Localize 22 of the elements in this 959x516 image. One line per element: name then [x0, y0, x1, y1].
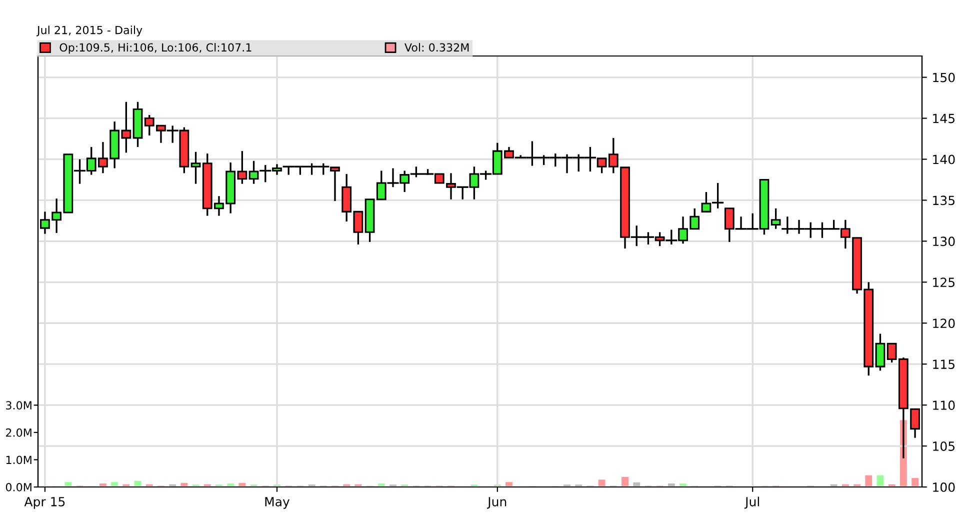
- y-tick-label: 100: [933, 482, 955, 492]
- y-tick-label: 130: [933, 236, 955, 246]
- x-tick-label: Apr 15: [24, 497, 65, 509]
- y2-tick-label: 3.0M: [6, 401, 32, 410]
- y2-tick-label: 0.0M: [6, 482, 32, 492]
- chart-subtitle: Jul 21, 2015 - Daily: [36, 26, 142, 36]
- legend-label: Vol: 0.332M: [404, 43, 469, 52]
- y-tick-label: 135: [933, 196, 954, 206]
- y-tick-label: 110: [933, 400, 955, 410]
- y-tick-label: 145: [933, 114, 954, 124]
- x-tick-label: Jul: [744, 496, 759, 509]
- y-tick-label: 115: [933, 360, 954, 370]
- y-tick-label: 140: [933, 154, 955, 164]
- y-tick-label: 150: [933, 72, 955, 82]
- y-tick-label: 125: [933, 278, 954, 288]
- y-tick-label: 120: [933, 318, 955, 328]
- legend-label: Op:109.5, Hi:106, Lo:106, Cl:107.1: [60, 43, 252, 54]
- x-tick-label: Jun: [486, 497, 506, 509]
- y2-tick-label: 2.0M: [6, 428, 32, 437]
- x-tick-label: May: [265, 497, 290, 509]
- y2-tick-label: 1.0M: [6, 456, 32, 464]
- y-tick-label: 105: [933, 442, 954, 451]
